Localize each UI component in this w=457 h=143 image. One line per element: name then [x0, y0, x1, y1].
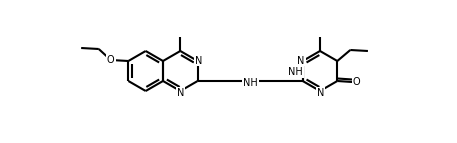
Text: O: O — [352, 77, 360, 87]
Text: N: N — [196, 55, 203, 65]
Text: NH: NH — [288, 67, 303, 77]
Text: NH: NH — [243, 78, 258, 88]
Text: N: N — [298, 55, 305, 65]
Text: N: N — [317, 88, 324, 98]
Text: N: N — [177, 88, 185, 98]
Text: O: O — [107, 55, 115, 65]
